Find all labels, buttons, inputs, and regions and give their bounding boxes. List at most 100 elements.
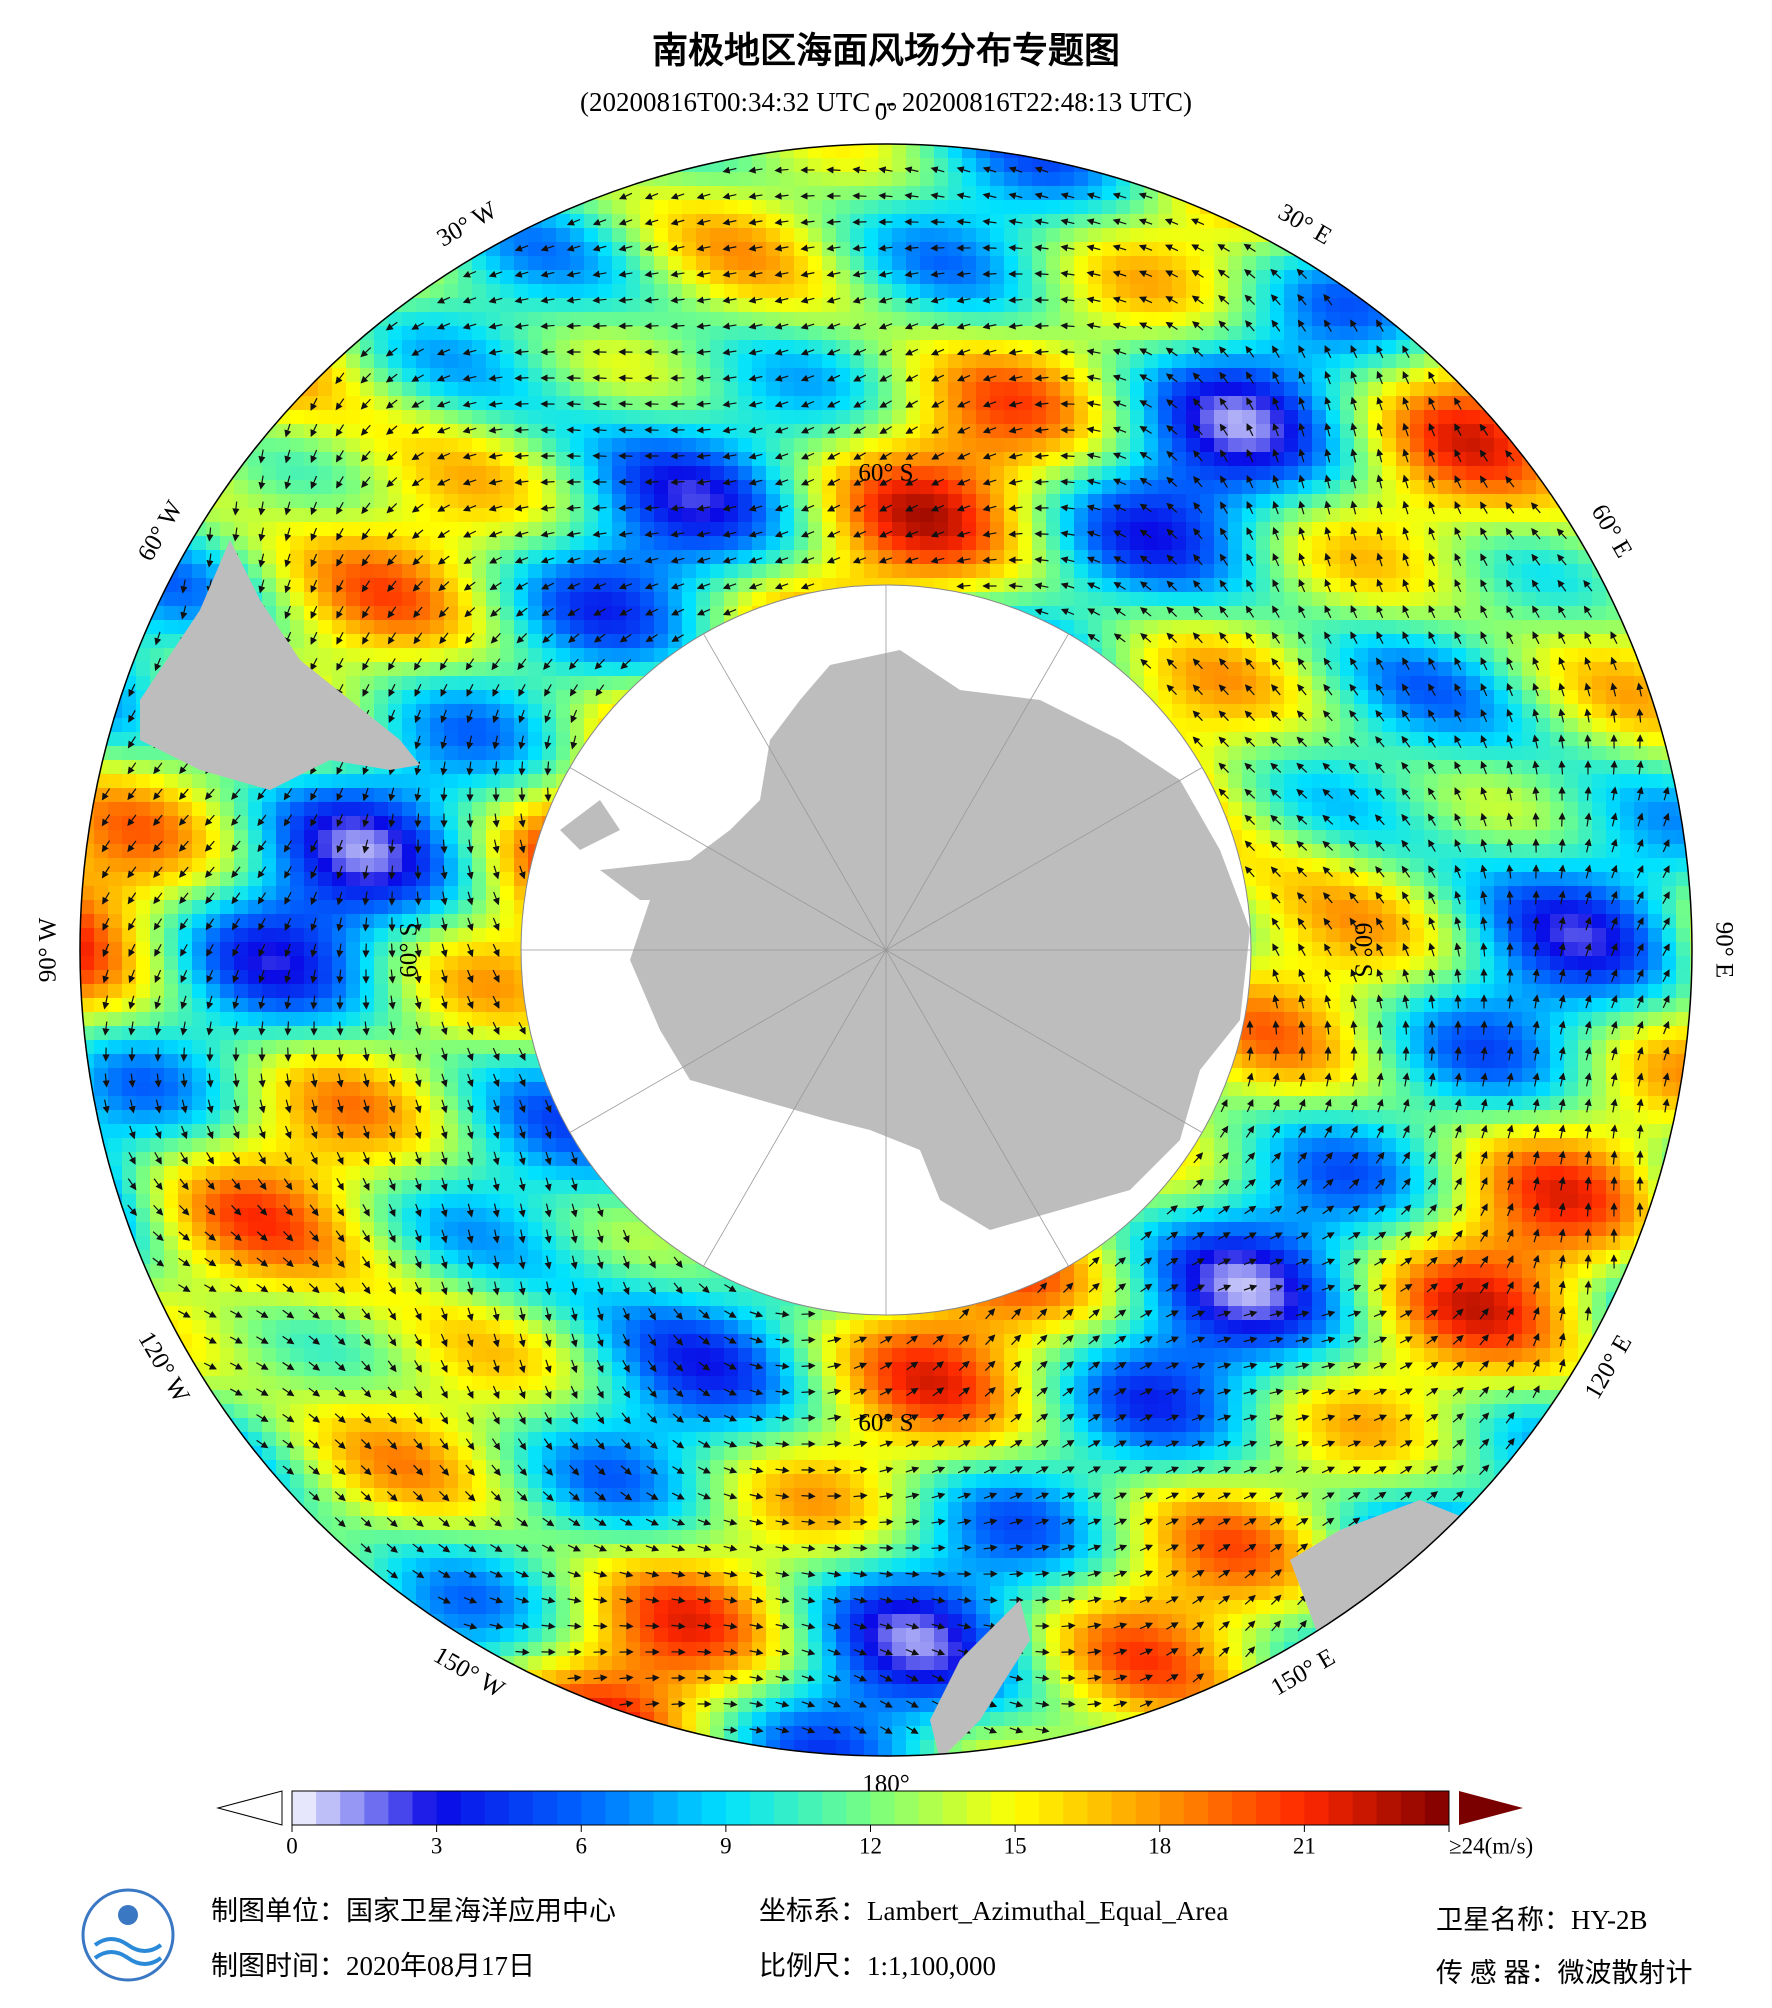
wind-cell <box>500 1446 515 1461</box>
wind-cell <box>598 410 613 425</box>
wind-cell <box>332 1446 347 1461</box>
wind-cell <box>360 1208 375 1223</box>
wind-cell <box>500 1544 515 1559</box>
wind-cell <box>640 410 655 425</box>
wind-cell <box>458 1110 473 1125</box>
wind-cell <box>430 1446 445 1461</box>
wind-cell <box>990 270 1005 285</box>
wind-cell <box>598 564 613 579</box>
wind-cell <box>458 704 473 719</box>
wind-cell <box>332 928 347 943</box>
wind-cell <box>780 424 795 439</box>
wind-cell <box>780 550 795 565</box>
wind-cell <box>80 1026 95 1041</box>
wind-cell <box>654 634 669 649</box>
wind-cell <box>402 900 417 915</box>
wind-cell <box>346 1250 361 1265</box>
wind-cell <box>612 1320 627 1335</box>
wind-cell <box>304 956 319 971</box>
wind-cell <box>878 1544 893 1559</box>
wind-cell <box>192 802 207 817</box>
wind-cell <box>976 242 991 257</box>
wind-cell <box>500 1292 515 1307</box>
wind-cell <box>962 410 977 425</box>
wind-cell <box>612 1432 627 1447</box>
wind-cell <box>948 382 963 397</box>
wind-cell <box>122 1152 137 1167</box>
wind-cell <box>710 298 725 313</box>
wind-cell <box>164 1292 179 1307</box>
wind-cell <box>906 340 921 355</box>
wind-cell <box>696 1348 711 1363</box>
wind-cell <box>850 1740 865 1755</box>
wind-cell <box>458 606 473 621</box>
wind-cell <box>780 200 795 215</box>
wind-cell <box>682 1292 697 1307</box>
wind-cell <box>682 1488 697 1503</box>
wind-cell <box>304 1152 319 1167</box>
wind-cell <box>766 172 781 187</box>
wind-cell <box>948 1474 963 1489</box>
wind-cell <box>878 382 893 397</box>
wind-cell <box>276 956 291 971</box>
wind-cell <box>192 1026 207 1041</box>
wind-cell <box>360 1166 375 1181</box>
wind-cell <box>388 1222 403 1237</box>
wind-cell <box>626 424 641 439</box>
wind-cell <box>360 1054 375 1069</box>
wind-cell <box>388 452 403 467</box>
wind-cell <box>556 466 571 481</box>
wind-cell <box>318 480 333 495</box>
wind-cell <box>430 452 445 467</box>
wind-cell <box>486 424 501 439</box>
wind-cell <box>990 1586 1005 1601</box>
wind-cell <box>766 1754 781 1756</box>
wind-cell <box>234 1012 249 1027</box>
wind-cell <box>514 592 529 607</box>
wind-cell <box>864 1684 879 1699</box>
wind-cell <box>472 1138 487 1153</box>
wind-cell <box>164 1012 179 1027</box>
wind-cell <box>304 942 319 957</box>
wind-cell <box>248 1054 263 1069</box>
wind-cell <box>1004 508 1019 523</box>
wind-cell <box>332 802 347 817</box>
wind-cell <box>136 1222 151 1237</box>
wind-cell <box>710 1418 725 1433</box>
wind-cell <box>864 1600 879 1615</box>
wind-cell <box>430 802 445 817</box>
wind-cell <box>402 424 417 439</box>
wind-cell <box>402 536 417 551</box>
wind-cell <box>584 1558 599 1573</box>
wind-cell <box>1004 564 1019 579</box>
wind-cell <box>262 942 277 957</box>
wind-cell <box>850 1544 865 1559</box>
wind-cell <box>458 1558 473 1573</box>
wind-cell <box>696 144 711 159</box>
wind-cell <box>640 1362 655 1377</box>
wind-cell <box>290 872 305 887</box>
wind-cell <box>920 424 935 439</box>
wind-cell <box>808 438 823 453</box>
wind-cell <box>374 928 389 943</box>
wind-cell <box>94 858 109 873</box>
wind-cell <box>640 1460 655 1475</box>
wind-cell <box>570 1222 585 1237</box>
wind-cell <box>388 844 403 859</box>
wind-cell <box>808 242 823 257</box>
wind-cell <box>542 1600 557 1615</box>
wind-cell <box>458 858 473 873</box>
wind-cell <box>976 382 991 397</box>
wind-cell <box>976 312 991 327</box>
wind-cell <box>948 340 963 355</box>
wind-cell <box>388 312 403 327</box>
wind-cell <box>990 340 1005 355</box>
wind-cell <box>864 1320 879 1335</box>
wind-cell <box>766 312 781 327</box>
wind-cell <box>598 634 613 649</box>
wind-cell <box>626 648 641 663</box>
wind-cell <box>416 1236 431 1251</box>
wind-cell <box>808 1684 823 1699</box>
wind-cell <box>752 312 767 327</box>
wind-cell <box>654 536 669 551</box>
